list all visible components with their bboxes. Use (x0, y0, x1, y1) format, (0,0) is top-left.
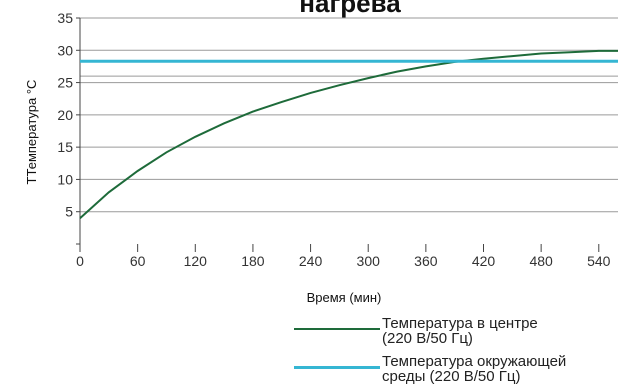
series-line-0 (79, 49, 618, 219)
y-tick-label: 15 (57, 139, 73, 155)
legend-item-center: Температура в центре (220 В/50 Гц) (294, 316, 618, 354)
x-axis-label: Время (мин) (307, 290, 382, 305)
y-axis-label: ТТемпература °C (24, 80, 39, 185)
y-tick-label: 25 (57, 75, 73, 91)
x-tick-label: 480 (529, 253, 553, 269)
grid (80, 17, 618, 213)
x-tick-label: 540 (587, 253, 611, 269)
legend-label-ambient: Температура окружающей среды (220 В/50 Гц… (382, 353, 567, 385)
x-ticks: 0 60 120 180 240 300 360 420 480 540 (76, 244, 611, 269)
x-tick-label: 240 (299, 253, 323, 269)
legend: Температура в центре (220 В/50 Гц) Темпер… (294, 316, 618, 392)
chart-title: нагрева (299, 0, 401, 18)
y-ticks: 5 10 15 20 25 30 35 (57, 10, 80, 245)
legend-item-ambient: Температура окружающей среды (220 В/50 Гц… (294, 354, 618, 392)
x-tick-label: 420 (472, 253, 496, 269)
chart: нагрева 5 10 15 20 25 30 35 0 60 120 180 240 300 360… (24, 0, 618, 305)
series (79, 49, 618, 219)
x-tick-label: 120 (184, 253, 208, 269)
y-tick-label: 30 (57, 42, 73, 58)
legend-swatch-ambient (294, 366, 380, 369)
x-tick-label: 60 (130, 253, 146, 269)
x-tick-label: 360 (414, 253, 438, 269)
x-tick-label: 0 (76, 253, 84, 269)
legend-swatch-center (294, 328, 380, 330)
y-tick-label: 20 (57, 107, 73, 123)
y-tick-label: 5 (65, 204, 73, 220)
x-tick-label: 180 (241, 253, 265, 269)
y-tick-label: 35 (57, 10, 73, 26)
y-tick-label: 10 (57, 171, 73, 187)
legend-label-center: Температура в центре (220 В/50 Гц) (382, 315, 538, 347)
x-tick-label: 300 (357, 253, 381, 269)
